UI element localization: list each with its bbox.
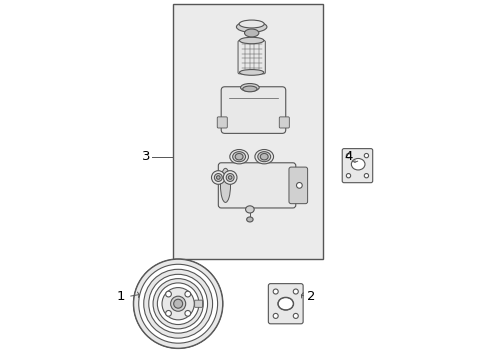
- Ellipse shape: [277, 297, 293, 310]
- Ellipse shape: [229, 149, 248, 164]
- Ellipse shape: [223, 171, 237, 184]
- Ellipse shape: [236, 22, 266, 32]
- Ellipse shape: [364, 153, 368, 158]
- FancyBboxPatch shape: [218, 163, 295, 208]
- Ellipse shape: [165, 310, 171, 316]
- Bar: [172, 4, 323, 259]
- Ellipse shape: [244, 29, 258, 37]
- FancyBboxPatch shape: [342, 149, 372, 183]
- Ellipse shape: [232, 152, 245, 162]
- Ellipse shape: [273, 289, 278, 294]
- Ellipse shape: [139, 264, 217, 343]
- Ellipse shape: [216, 176, 220, 179]
- Ellipse shape: [242, 86, 257, 92]
- Ellipse shape: [162, 288, 194, 320]
- Ellipse shape: [254, 149, 273, 164]
- Text: 2: 2: [306, 290, 314, 303]
- Ellipse shape: [246, 217, 253, 222]
- Ellipse shape: [220, 168, 230, 202]
- Ellipse shape: [296, 183, 302, 188]
- FancyBboxPatch shape: [217, 117, 227, 128]
- Text: 4: 4: [344, 150, 352, 163]
- Ellipse shape: [257, 152, 270, 162]
- Ellipse shape: [235, 153, 243, 160]
- Ellipse shape: [214, 174, 222, 181]
- Ellipse shape: [293, 314, 298, 319]
- Ellipse shape: [228, 176, 231, 179]
- Ellipse shape: [170, 296, 185, 311]
- Ellipse shape: [157, 283, 199, 324]
- Ellipse shape: [173, 299, 182, 308]
- FancyBboxPatch shape: [279, 117, 289, 128]
- Ellipse shape: [351, 158, 364, 170]
- Ellipse shape: [184, 310, 190, 316]
- Ellipse shape: [346, 174, 350, 178]
- Ellipse shape: [239, 37, 264, 44]
- FancyBboxPatch shape: [268, 284, 303, 324]
- Ellipse shape: [245, 206, 254, 213]
- Ellipse shape: [293, 289, 298, 294]
- Ellipse shape: [273, 314, 278, 319]
- Ellipse shape: [239, 20, 264, 28]
- FancyBboxPatch shape: [194, 300, 202, 307]
- Ellipse shape: [226, 174, 234, 181]
- FancyBboxPatch shape: [238, 41, 265, 74]
- Ellipse shape: [133, 259, 223, 348]
- Ellipse shape: [239, 69, 264, 75]
- Ellipse shape: [133, 259, 222, 348]
- Ellipse shape: [364, 174, 368, 178]
- Ellipse shape: [211, 171, 224, 184]
- Text: 3: 3: [142, 150, 150, 163]
- FancyBboxPatch shape: [288, 167, 307, 204]
- Ellipse shape: [143, 269, 212, 338]
- Ellipse shape: [153, 279, 203, 329]
- Text: 1: 1: [116, 290, 125, 303]
- Ellipse shape: [346, 153, 350, 158]
- Ellipse shape: [165, 291, 171, 297]
- Ellipse shape: [240, 84, 259, 91]
- Ellipse shape: [184, 291, 190, 297]
- Ellipse shape: [260, 153, 267, 160]
- FancyBboxPatch shape: [221, 87, 285, 134]
- Ellipse shape: [148, 274, 207, 333]
